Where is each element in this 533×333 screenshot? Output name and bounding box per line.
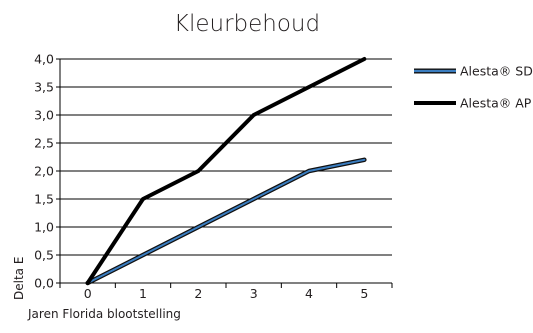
legend-label-1: Alesta® AP <box>460 96 532 111</box>
x-axis-label: Jaren Florida blootstelling <box>27 307 181 321</box>
series-lines <box>85 57 367 286</box>
chart-title: Kleurbehoud <box>174 11 320 37</box>
tick-labels: 0,0 0,5 1,0 1,5 2,0 2,5 3,0 3,5 4,0 0 1 2 3 4 5 <box>34 52 368 302</box>
y-tick-label-7: 3,5 <box>34 80 54 95</box>
x-tick-label-5: 5 <box>360 286 368 301</box>
y-tick-label-0: 0,0 <box>34 276 54 291</box>
x-tick-label-3: 3 <box>250 286 258 301</box>
y-tick-label-2: 1,0 <box>34 220 54 235</box>
y-tick-label-3: 1,5 <box>34 192 54 207</box>
legend-label-0: Alesta® SD <box>460 64 533 79</box>
axes <box>56 58 393 288</box>
x-tick-label-1: 1 <box>139 286 147 301</box>
y-axis-label: Delta E <box>12 257 26 300</box>
x-tick-label-2: 2 <box>194 286 202 301</box>
series-line-1 <box>85 57 367 285</box>
y-tick-label-4: 2,0 <box>34 164 54 179</box>
series-line-0 <box>86 158 366 284</box>
y-tick-label-8: 4,0 <box>34 52 54 67</box>
y-tick-label-5: 2,5 <box>34 136 54 151</box>
legend: Alesta® SD Alesta® AP <box>414 64 533 111</box>
x-tick-label-4: 4 <box>305 286 313 301</box>
y-tick-label-6: 3,0 <box>34 108 54 123</box>
y-tick-label-1: 0,5 <box>34 248 54 263</box>
x-tick-label-0: 0 <box>84 286 92 301</box>
gridlines <box>60 58 392 256</box>
